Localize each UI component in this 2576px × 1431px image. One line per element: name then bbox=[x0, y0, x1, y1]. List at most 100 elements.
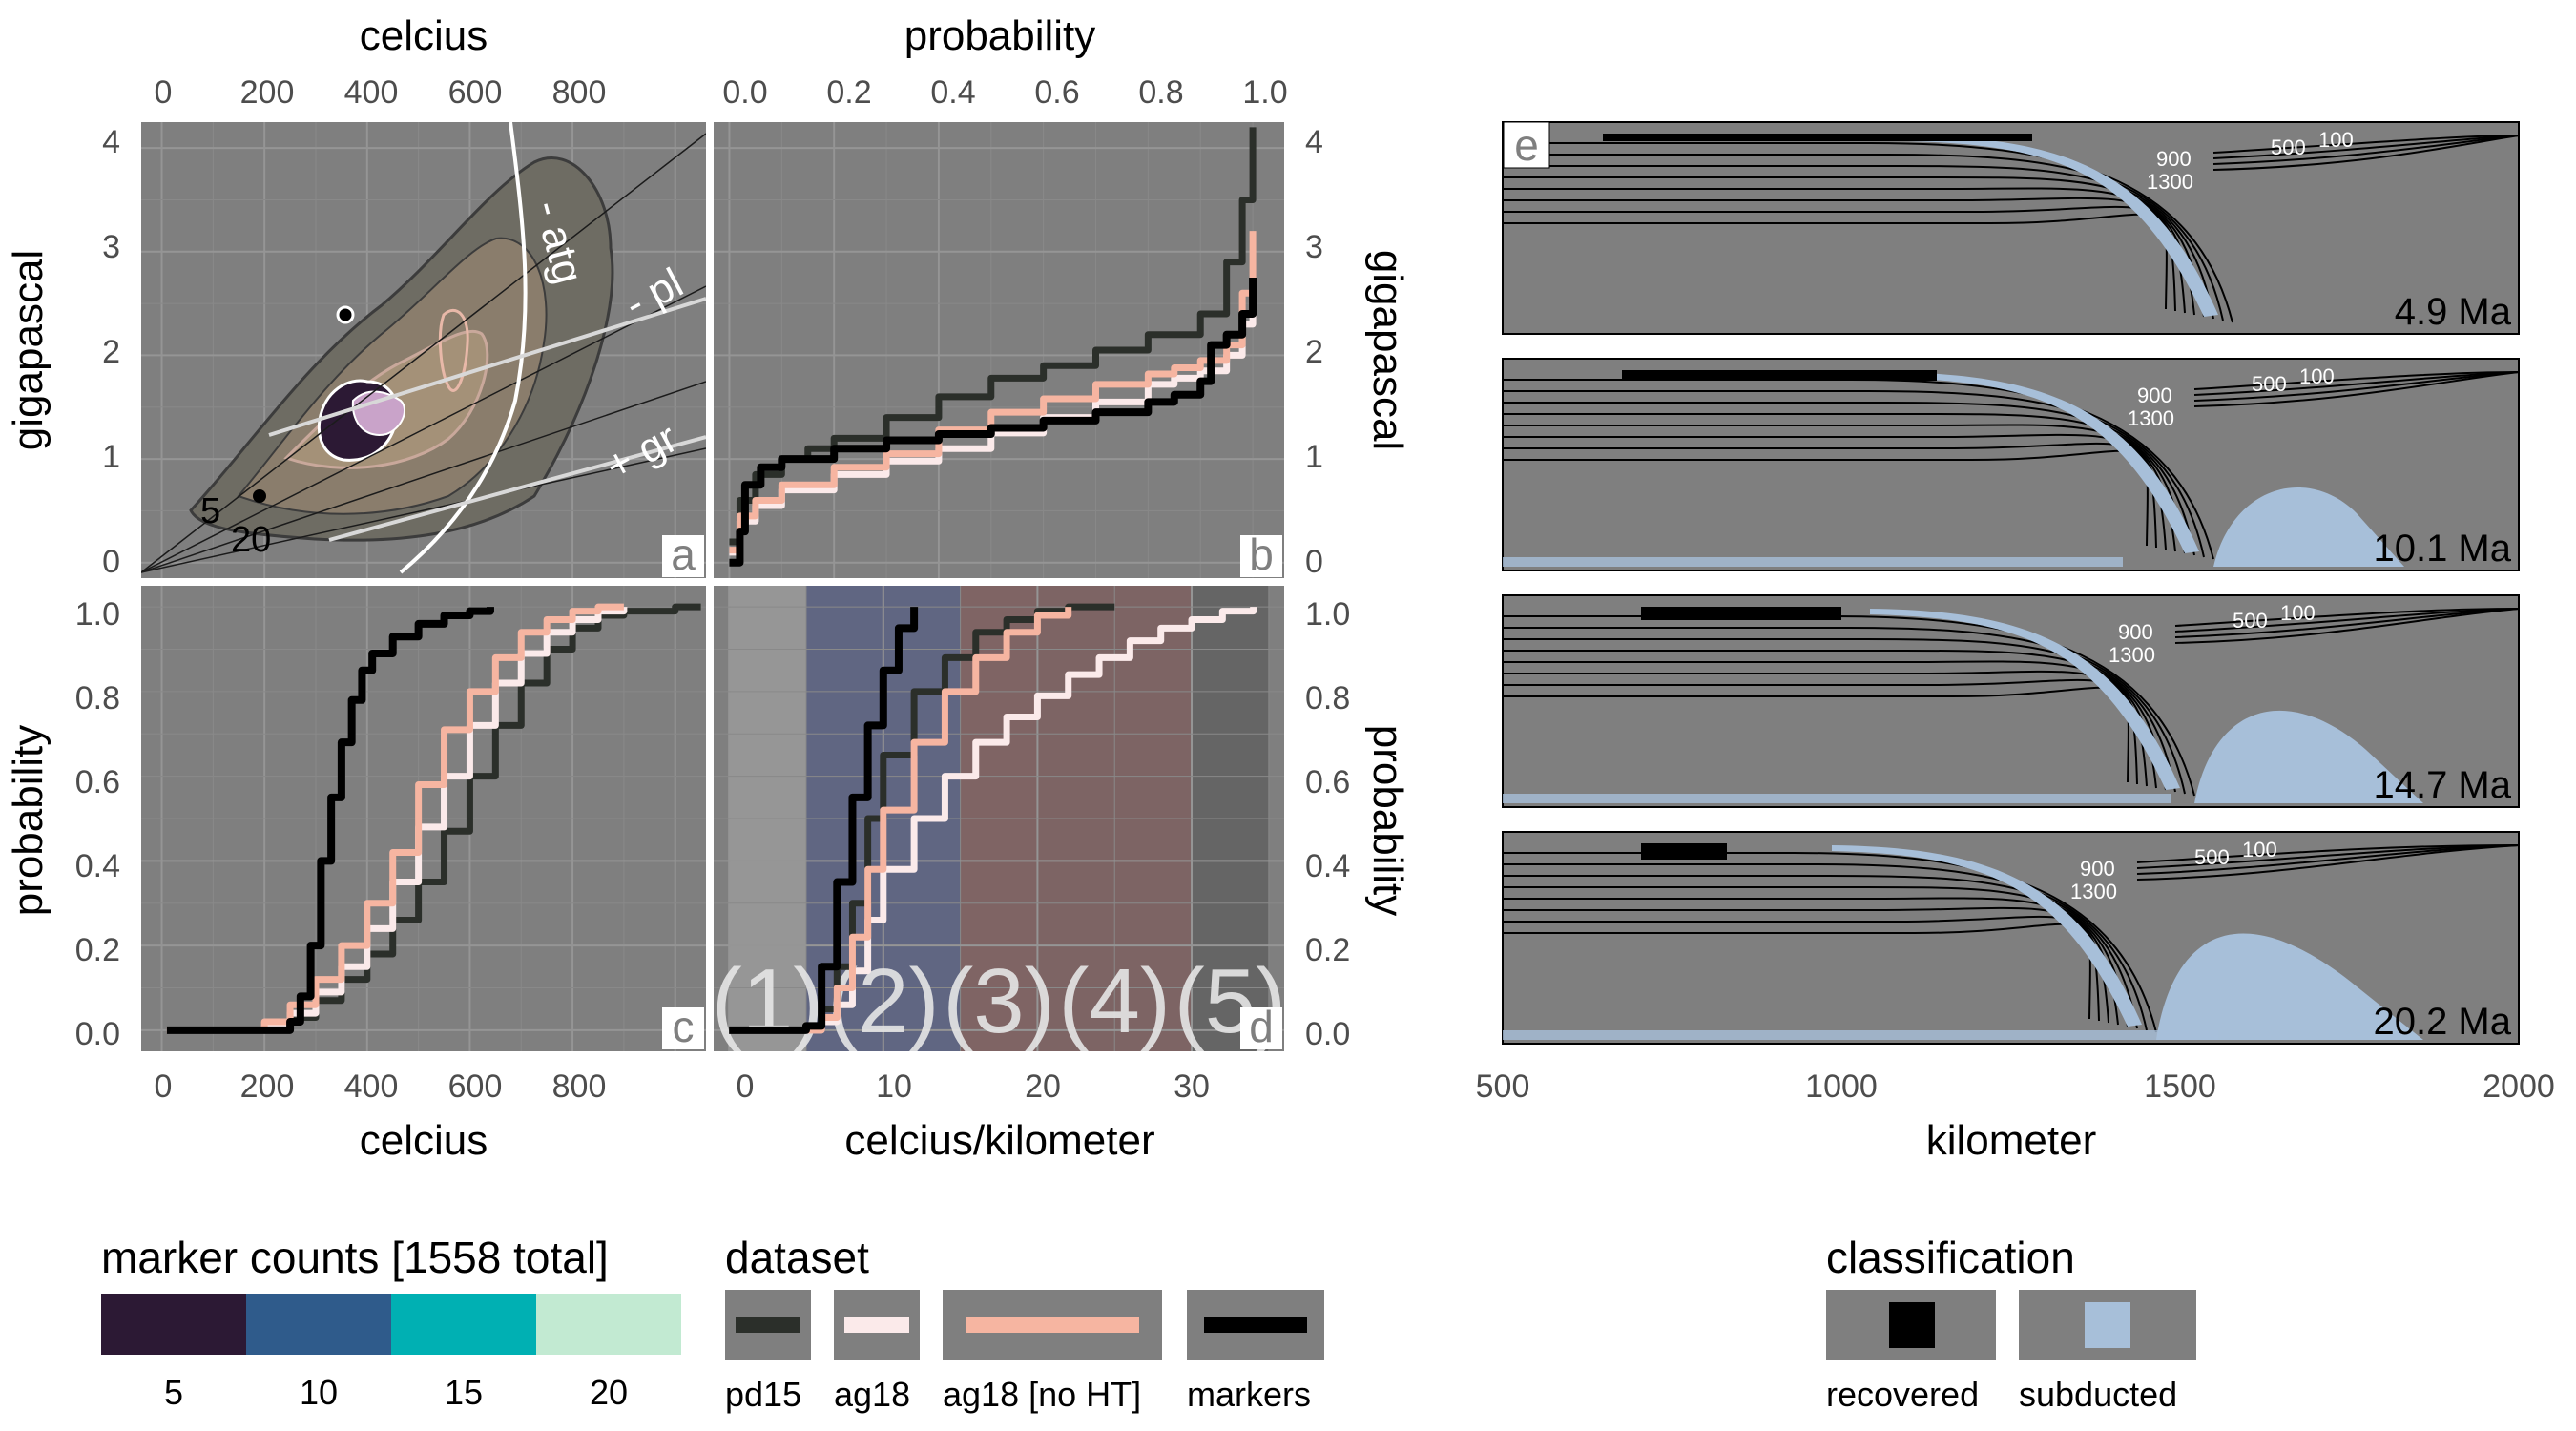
panel-b-right-axis-title: gigapascal bbox=[1364, 250, 1411, 450]
snapshot-background bbox=[1502, 121, 2520, 335]
isotherm bbox=[2136, 844, 2520, 875]
tick-label: 0.8 bbox=[1305, 680, 1350, 716]
legend-dataset-line-ag18 bbox=[844, 1317, 909, 1333]
panel-c-left-axis-title: probability bbox=[5, 725, 52, 917]
isotherm-label-100: 100 bbox=[2280, 601, 2316, 625]
tick-label: 0.4 bbox=[1305, 848, 1350, 884]
tick-label: 0 bbox=[1305, 544, 1323, 580]
snapshot-age-label: 10.1 Ma bbox=[2373, 528, 2511, 570]
gradient-line bbox=[141, 285, 706, 573]
legend-dataset-label: pd15 bbox=[725, 1375, 801, 1414]
panel-d-bottom-ticks: 0 10 20 30 bbox=[737, 1068, 1210, 1105]
density-core-contour bbox=[438, 308, 469, 392]
legend-dataset: dataset pd15 ag18 ag18 [no HT] markers bbox=[725, 1233, 1324, 1414]
tick-label: 3 bbox=[1305, 229, 1323, 265]
isotherm-label-500: 500 bbox=[2194, 845, 2230, 869]
tick-label: 0.2 bbox=[75, 932, 120, 968]
panel-c-series bbox=[166, 603, 701, 1034]
panel-c-bottom-ticks: 0 200 400 600 800 bbox=[155, 1068, 607, 1105]
panel-b-tag-box bbox=[1240, 535, 1282, 577]
isotherm bbox=[2174, 608, 2520, 627]
tick-label: 4 bbox=[102, 124, 120, 160]
legend-dataset-line-markers bbox=[1204, 1317, 1307, 1333]
recovered-markers bbox=[1603, 134, 2032, 141]
tick-label: 4 bbox=[1305, 124, 1323, 160]
tick-label: 1.0 bbox=[1242, 74, 1287, 111]
tick-label: 800 bbox=[552, 1068, 607, 1105]
panel-a-tag: a bbox=[671, 529, 696, 579]
snapshot-age-label: 14.7 Ma bbox=[2373, 764, 2511, 806]
panel-e-tag-box bbox=[1503, 121, 1550, 169]
tick-label: 0 bbox=[102, 544, 120, 580]
panel-b-tag: b bbox=[1249, 529, 1274, 579]
subducted-slab bbox=[1832, 845, 2142, 1027]
isotherm-label-500: 500 bbox=[2233, 609, 2268, 633]
isotherm bbox=[2136, 844, 2520, 869]
density-contours bbox=[189, 156, 614, 542]
legend-classification-swatch-recovered bbox=[1889, 1302, 1935, 1348]
gradient-label-20: 20 bbox=[231, 520, 271, 560]
isotherm bbox=[2193, 371, 2520, 390]
panel-b-top-ticks: 0.0 0.2 0.4 0.6 0.8 1.0 bbox=[722, 74, 1287, 111]
tick-label: 1.0 bbox=[75, 596, 120, 633]
panel-a: - atg - pl + gr 5 20 a 0 200 400 600 800… bbox=[5, 12, 706, 580]
subducted-plume bbox=[2213, 487, 2404, 567]
isotherm-label-900: 900 bbox=[2137, 384, 2172, 407]
tick-label: 1.0 bbox=[1305, 596, 1350, 633]
subducted-slab bbox=[1908, 135, 2218, 317]
isotherm bbox=[2193, 371, 2520, 407]
isotherm bbox=[2174, 608, 2520, 644]
reaction-pl bbox=[268, 297, 706, 437]
panel-b-series bbox=[729, 127, 1257, 567]
tick-label: 3 bbox=[102, 229, 120, 265]
snapshot-age-label: 4.9 Ma bbox=[2395, 291, 2512, 333]
legend-counts-label: 20 bbox=[590, 1373, 628, 1412]
regime-label-1: (1) bbox=[712, 950, 823, 1052]
tick-label: 0.6 bbox=[1034, 74, 1079, 111]
panel-b-right-ticks: 0 1 2 3 4 bbox=[1305, 124, 1323, 580]
tick-label: 0.8 bbox=[75, 680, 120, 716]
regime-labels: (1) (2) (3) (4) (5) bbox=[712, 950, 1286, 1052]
legend-dataset-label: ag18 bbox=[834, 1375, 910, 1414]
legend-counts-swatch-15 bbox=[391, 1294, 536, 1355]
marker-outlier bbox=[253, 489, 266, 503]
tick-label: 0.2 bbox=[826, 74, 871, 111]
gradient-lines bbox=[141, 122, 706, 574]
tick-label: 0.0 bbox=[1305, 1016, 1350, 1052]
isotherm bbox=[2212, 135, 2520, 159]
recovered-markers bbox=[1641, 843, 1727, 860]
panel-d-right-ticks: 0.0 0.2 0.4 0.6 0.8 1.0 bbox=[1305, 596, 1350, 1052]
panel-d-right-axis-title: probability bbox=[1364, 725, 1411, 917]
panel-e-bottom-axis-title: kilometer bbox=[1926, 1117, 2097, 1164]
isotherm-label-500: 500 bbox=[2271, 135, 2306, 159]
tick-label: 10 bbox=[876, 1068, 912, 1105]
tick-label: 0.2 bbox=[1305, 932, 1350, 968]
recovered-markers bbox=[1622, 370, 1937, 381]
series-line-markers bbox=[729, 277, 1257, 567]
panel-c-tag-box bbox=[662, 1007, 704, 1049]
tick-label: 2000 bbox=[2483, 1068, 2555, 1105]
tick-label: 400 bbox=[344, 74, 399, 111]
panel-a-left-ticks: 0 1 2 3 4 bbox=[102, 124, 120, 580]
isotherm-label-1300: 1300 bbox=[2128, 406, 2174, 430]
panel-a-top-ticks: 0 200 400 600 800 bbox=[155, 74, 607, 111]
tick-label: 800 bbox=[552, 74, 607, 111]
legend-dataset-label: ag18 [no HT] bbox=[943, 1375, 1141, 1414]
isotherm bbox=[2136, 844, 2520, 863]
tick-label: 0 bbox=[155, 1068, 173, 1105]
tick-label: 1 bbox=[102, 439, 120, 475]
isotherm-label-900: 900 bbox=[2080, 857, 2115, 881]
panel-a-top-axis-title: celcius bbox=[360, 12, 488, 59]
series-line-ag18 bbox=[166, 607, 628, 1034]
legend-classification-label: subducted bbox=[2019, 1375, 2177, 1414]
legend-classification-title: classification bbox=[1826, 1233, 2075, 1282]
panel-b-top-axis-title: probability bbox=[904, 12, 1096, 59]
legend-counts: marker counts [1558 total] 5 10 15 20 bbox=[101, 1233, 681, 1412]
legend-counts-swatch-10 bbox=[246, 1294, 391, 1355]
legend-dataset-title: dataset bbox=[725, 1233, 869, 1282]
panel-b: b 0.0 0.2 0.4 0.6 0.8 1.0 0 1 2 3 4 prob… bbox=[714, 12, 1411, 580]
isotherm bbox=[2193, 371, 2520, 396]
